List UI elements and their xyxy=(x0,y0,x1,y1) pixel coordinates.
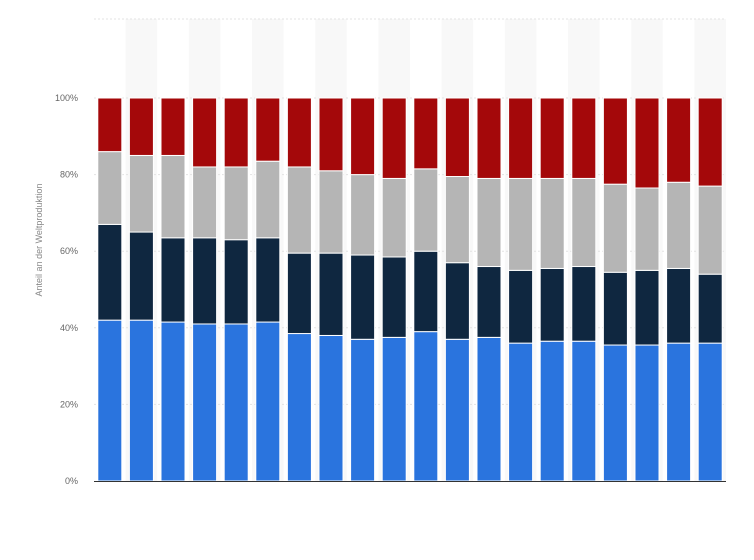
bar-segment xyxy=(255,97,281,162)
bar-segment xyxy=(508,97,534,179)
y-tick-label: 20% xyxy=(60,399,78,409)
bar-segment xyxy=(444,176,470,264)
y-tick-label: 0% xyxy=(65,476,78,486)
bar-segment xyxy=(192,237,218,325)
bar-segment xyxy=(286,166,312,254)
bar-segment xyxy=(508,177,534,271)
bar-segment xyxy=(223,323,249,482)
bar-segment xyxy=(350,97,376,176)
bar-segment xyxy=(160,321,186,482)
bar-segment xyxy=(192,166,218,239)
bar-segment xyxy=(350,338,376,482)
bar-segment xyxy=(381,256,407,338)
bar-segment xyxy=(539,97,565,179)
bar-segment xyxy=(286,252,312,335)
bar-segment xyxy=(476,97,502,179)
bar-segment xyxy=(413,168,439,252)
y-axis-ticks: 0% 20% 40% 60% 80% 100% xyxy=(55,93,78,486)
bar-segment xyxy=(634,344,660,482)
bar-segment xyxy=(255,160,281,239)
bar-segment xyxy=(697,97,723,187)
bar-segment xyxy=(97,223,123,321)
bar-segment xyxy=(666,97,692,183)
bar-segment xyxy=(602,183,628,273)
y-axis-title: Anteil an der Weltproduktion xyxy=(34,184,44,297)
y-tick-label: 100% xyxy=(55,93,78,103)
bars xyxy=(97,97,723,482)
bar-segment xyxy=(444,338,470,482)
bar-segment xyxy=(571,97,597,179)
bar-segment xyxy=(318,334,344,482)
bar-segment xyxy=(318,97,344,172)
bar-segment xyxy=(381,177,407,258)
bar-segment xyxy=(571,266,597,342)
bar-segment xyxy=(160,97,186,156)
bar-segment xyxy=(192,323,218,482)
bar-segment xyxy=(223,239,249,325)
bar-segment xyxy=(539,267,565,342)
bar-segment xyxy=(223,97,249,168)
bar-segment xyxy=(697,185,723,275)
bar-segment xyxy=(476,266,502,338)
bar-segment xyxy=(666,267,692,344)
bar-segment xyxy=(97,151,123,225)
bar-segment xyxy=(634,97,660,189)
y-tick-label: 80% xyxy=(60,170,78,180)
bar-segment xyxy=(128,154,154,233)
bar-segment xyxy=(571,340,597,482)
bar-segment xyxy=(634,269,660,346)
bar-segment xyxy=(350,254,376,340)
bar-segment xyxy=(413,97,439,170)
bar-segment xyxy=(539,340,565,482)
bar-segment xyxy=(381,97,407,179)
bar-segment xyxy=(508,269,534,344)
bar-segment xyxy=(413,331,439,482)
bar-segment xyxy=(444,262,470,340)
y-tick-label: 60% xyxy=(60,246,78,256)
bar-segment xyxy=(128,319,154,482)
bar-segment xyxy=(350,174,376,256)
bar-segment xyxy=(697,342,723,482)
bar-segment xyxy=(697,273,723,344)
bar-segment xyxy=(413,250,439,333)
bar-segment xyxy=(97,319,123,482)
bar-segment xyxy=(381,336,407,482)
bar-segment xyxy=(223,166,249,241)
bar-segment xyxy=(539,177,565,269)
bar-segment xyxy=(571,177,597,268)
bar-segment xyxy=(97,97,123,153)
bar-segment xyxy=(508,342,534,482)
bar-segment xyxy=(318,170,344,254)
bar-segment xyxy=(602,97,628,185)
bar-segment xyxy=(128,231,154,321)
bar-segment xyxy=(634,187,660,271)
bar-segment xyxy=(476,177,502,268)
bar-segment xyxy=(192,97,218,168)
bar-segment xyxy=(255,321,281,482)
bar-segment xyxy=(128,97,154,156)
bar-segment xyxy=(286,333,312,482)
bar-segment xyxy=(602,344,628,482)
bar-segment xyxy=(444,97,470,178)
bar-segment xyxy=(255,237,281,323)
bar-segment xyxy=(602,271,628,346)
bar-segment xyxy=(666,342,692,482)
bar-segment xyxy=(666,181,692,269)
bar-segment xyxy=(160,237,186,323)
bar-segment xyxy=(318,252,344,336)
bar-segment xyxy=(160,154,186,239)
bar-segment xyxy=(476,336,502,482)
y-tick-label: 40% xyxy=(60,323,78,333)
bar-segment xyxy=(286,97,312,168)
